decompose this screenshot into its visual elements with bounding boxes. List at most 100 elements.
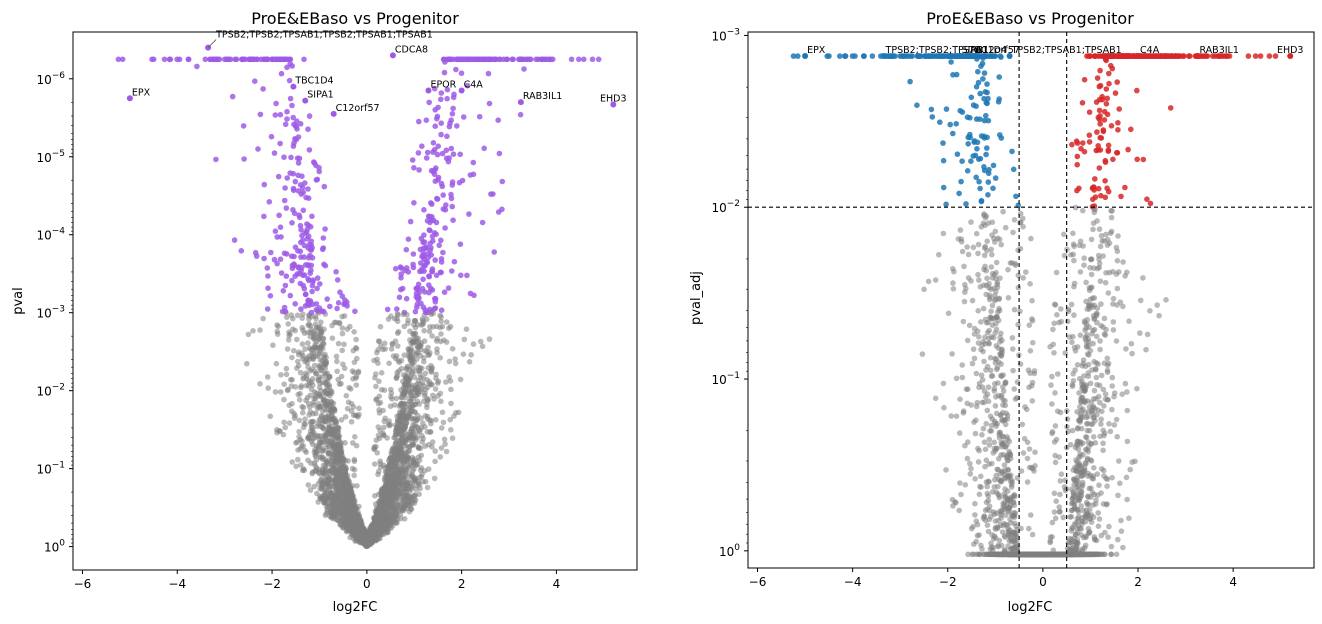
gene-point-ns: [388, 466, 395, 472]
gene-point-ns: [970, 346, 977, 353]
gene-point-ns: [371, 445, 378, 452]
gene-point-ns: [415, 338, 422, 345]
gene-point-ns: [976, 277, 982, 283]
gene-point-ns: [324, 384, 330, 390]
gene-point-ns: [319, 413, 326, 420]
gene-point-ns: [1115, 492, 1121, 499]
gene-point-ns: [378, 386, 385, 393]
gene-point-ns: [293, 463, 299, 470]
gene-point-ns: [320, 445, 327, 452]
gene-point-ns: [415, 377, 422, 384]
gene-point-sig: [411, 200, 417, 206]
gene-point-sig: [516, 56, 522, 63]
gene-point-ns: [353, 345, 360, 352]
gene-point-sig: [439, 150, 446, 157]
left-chart-title: ProE&EBaso vs Progenitor: [251, 9, 459, 28]
gene-point-sig: [229, 93, 236, 100]
gene-point-sig: [464, 272, 470, 279]
gene-point-sig: [231, 237, 238, 243]
gene-point-ns: [970, 244, 977, 251]
gene-point-sig: [410, 251, 417, 257]
gene-point-ns: [1052, 423, 1059, 429]
gene-point-ns: [304, 372, 310, 379]
gene-point-ns: [391, 489, 398, 496]
gene-point-sig: [271, 150, 278, 156]
gene-point-ns: [477, 338, 484, 345]
gene-point-ns: [1010, 229, 1016, 236]
gene-point-ns: [264, 374, 271, 380]
gene-point-sig: [436, 242, 443, 249]
gene-point-sig: [443, 147, 450, 154]
gene-point-ns: [978, 372, 985, 379]
gene-point-ns: [1060, 514, 1066, 521]
gene-point-sig: [283, 205, 290, 211]
gene-point-sig: [568, 56, 575, 63]
x-tick-label: −6: [74, 577, 92, 591]
gene-point-ns: [405, 500, 412, 507]
gene-point-ns: [354, 483, 360, 489]
gene-point-sig: [277, 256, 284, 263]
gene-point-ns: [338, 503, 345, 510]
gene-point-sig: [416, 118, 422, 125]
gene-point-ns: [329, 454, 336, 461]
gene-point-ns: [466, 359, 473, 365]
gene-point-ns: [324, 480, 331, 487]
gene-point-ns: [432, 458, 438, 465]
gene-point-sig: [412, 308, 419, 315]
gene-point-sig: [539, 56, 545, 63]
gene-point-sig: [403, 265, 410, 271]
gene-point-sig: [467, 172, 474, 178]
gene-point-ns: [340, 361, 346, 368]
gene-label: EPX: [132, 87, 151, 98]
gene-point-sig: [300, 282, 307, 289]
gene-point-ns: [332, 482, 339, 488]
gene-point-ns: [296, 428, 302, 435]
gene-point-ns: [457, 376, 464, 383]
gene-point-ns: [389, 523, 396, 529]
gene-point-ns: [410, 478, 416, 485]
gene-point-ns: [295, 456, 301, 463]
gene-point-sig: [289, 277, 295, 284]
gene-point-ns: [278, 372, 284, 378]
gene-point-ns: [428, 368, 435, 374]
gene-point-sig: [275, 173, 282, 180]
gene-point-ns: [326, 449, 332, 456]
gene-point-ns: [322, 351, 328, 358]
gene-point-ns: [294, 365, 300, 371]
gene-point-sig: [268, 249, 274, 256]
gene-point-sig: [287, 292, 294, 299]
gene-point-sig: [533, 56, 539, 63]
gene-point-ns: [329, 426, 335, 433]
gene-point-ns: [341, 494, 347, 501]
gene-point-sig: [448, 145, 455, 152]
gene-point-ns: [392, 434, 399, 441]
gene-point-sig: [479, 219, 486, 226]
gene-point-ns: [359, 536, 365, 543]
gene-point-ns: [398, 365, 405, 372]
gene-point-sig: [293, 123, 299, 130]
gene-point-ns: [324, 375, 330, 382]
gene-point-ns: [402, 382, 408, 389]
gene-point-sig: [458, 70, 465, 76]
gene-point-sig: [290, 143, 297, 149]
gene-point-ns: [387, 403, 394, 410]
gene-point-sig: [284, 116, 290, 122]
gene-point-ns: [283, 371, 290, 378]
gene-point-sig: [396, 294, 403, 301]
gene-point-ns: [387, 494, 393, 501]
gene-point-sig: [434, 115, 440, 122]
gene-point-ns: [439, 323, 446, 330]
gene-point-ns: [419, 386, 425, 392]
gene-point-sig: [450, 94, 457, 101]
gene-point-ns: [335, 340, 342, 347]
gene-point-sig: [440, 249, 446, 256]
gene-point-ns: [367, 527, 374, 533]
gene-point-sig: [928, 106, 935, 113]
gene-point-ns: [442, 441, 448, 447]
gene-point-ns: [307, 333, 314, 340]
gene-point-ns: [318, 319, 324, 326]
gene-point-sig: [307, 298, 314, 304]
gene-point-ns: [285, 321, 292, 327]
gene-point-ns: [306, 316, 312, 322]
